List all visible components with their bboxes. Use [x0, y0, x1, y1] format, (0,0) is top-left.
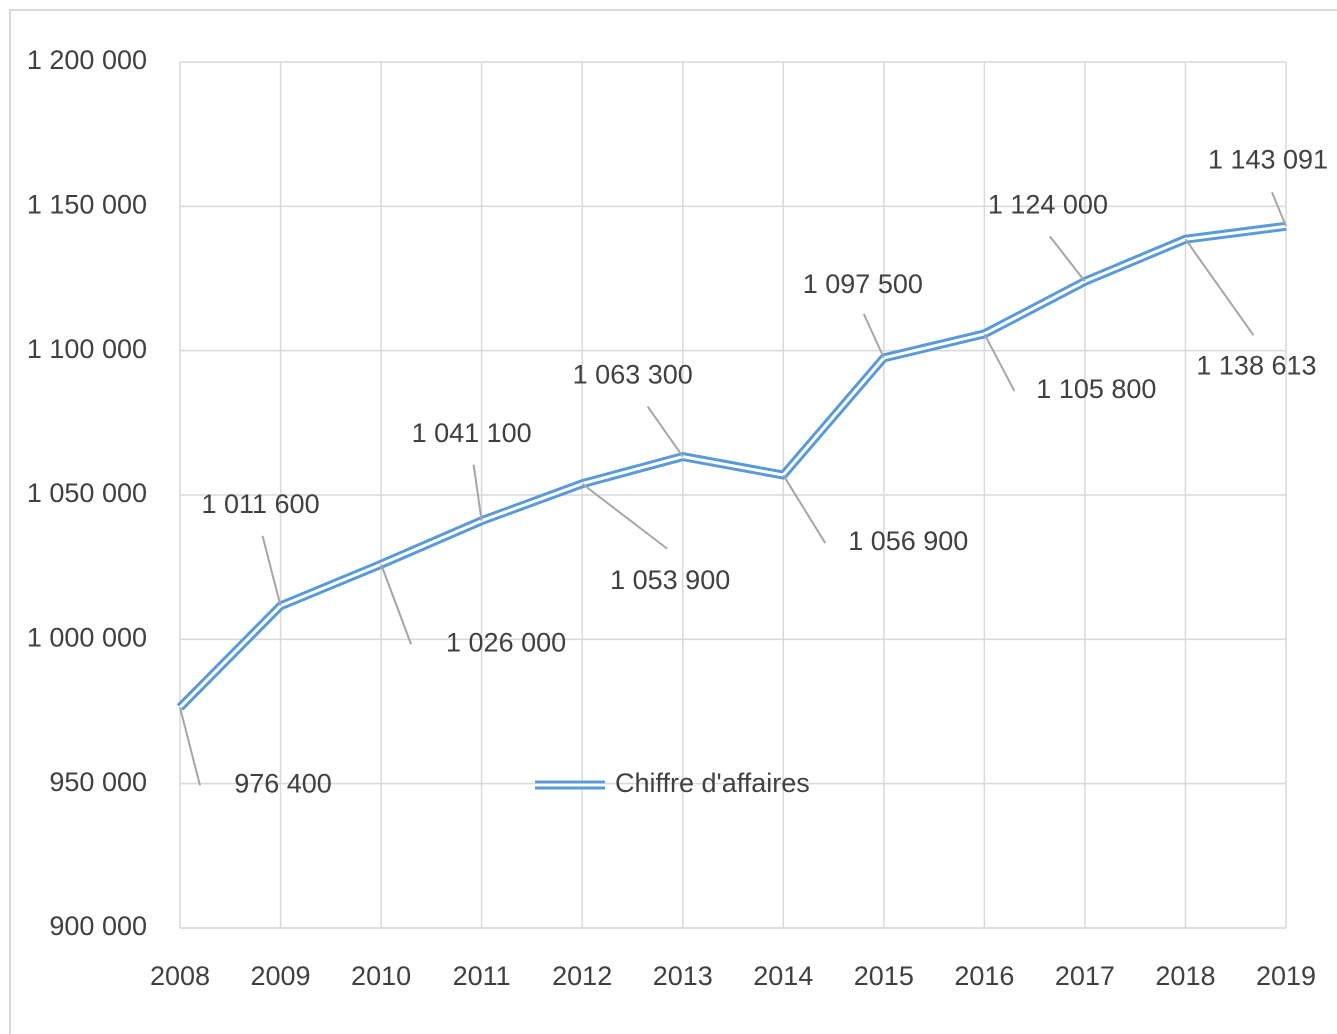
- x-tick-label: 2009: [251, 961, 311, 991]
- x-tick-label: 2010: [351, 961, 411, 991]
- x-tick-label: 2018: [1155, 961, 1215, 991]
- data-label: 1 063 300: [573, 360, 693, 390]
- data-label: 1 124 000: [988, 190, 1108, 220]
- data-label: 1 056 900: [848, 526, 968, 556]
- y-tick-label: 1 000 000: [27, 622, 147, 652]
- data-label: 1 026 000: [446, 627, 566, 657]
- data-label: 1 097 500: [803, 269, 923, 299]
- chart-border: [9, 9, 1337, 1034]
- leader-line: [1049, 235, 1086, 283]
- x-tick-label: 2008: [150, 961, 210, 991]
- y-tick-label: 1 150 000: [27, 189, 147, 219]
- leader-line: [581, 482, 668, 550]
- y-tick-label: 1 050 000: [27, 478, 147, 508]
- x-tick-label: 2014: [753, 961, 813, 991]
- leader-line: [261, 535, 282, 607]
- leader-line: [380, 563, 413, 645]
- leader-line: [1271, 191, 1287, 227]
- data-label: 1 143 091: [1208, 144, 1328, 174]
- leader-line: [983, 333, 1016, 392]
- leader-line: [646, 406, 684, 458]
- leader-line: [782, 474, 827, 544]
- data-label: 1 041 100: [412, 418, 532, 448]
- y-tick-label: 1 100 000: [27, 334, 147, 364]
- leader-line: [179, 707, 201, 786]
- data-label: 976 400: [234, 769, 332, 799]
- x-tick-label: 2015: [854, 961, 914, 991]
- y-tick-label: 950 000: [49, 767, 147, 797]
- x-tick-label: 2012: [552, 961, 612, 991]
- x-tick-label: 2013: [653, 961, 713, 991]
- leader-line: [472, 464, 483, 521]
- data-label: 1 105 800: [1036, 374, 1156, 404]
- line-inner: [178, 224, 1287, 709]
- data-label: 1 053 900: [610, 565, 730, 595]
- leader-line: [1184, 238, 1255, 336]
- data-label: 1 011 600: [201, 489, 319, 519]
- leader-line: [862, 313, 885, 359]
- x-tick-label: 2019: [1256, 961, 1316, 991]
- x-tick-label: 2011: [453, 961, 511, 991]
- x-tick-label: 2017: [1055, 961, 1115, 991]
- data-label: 1 138 613: [1196, 350, 1316, 380]
- x-tick-label: 2016: [954, 961, 1014, 991]
- y-tick-label: 1 200 000: [27, 45, 147, 75]
- legend-label: Chiffre d'affaires: [615, 768, 810, 798]
- y-tick-label: 900 000: [49, 911, 147, 941]
